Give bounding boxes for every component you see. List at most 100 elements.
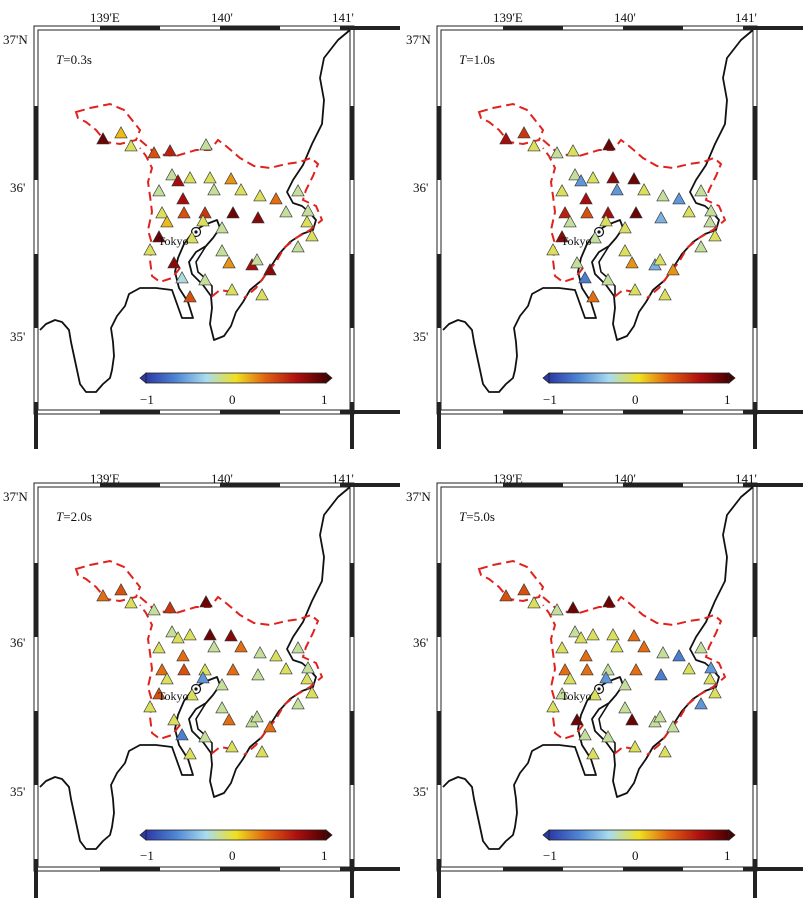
station-triangle <box>527 596 541 609</box>
station-triangle <box>566 601 580 614</box>
lon-label-140: 140' <box>614 471 636 486</box>
station-triangle <box>155 206 169 219</box>
station-triangle <box>160 672 174 685</box>
period-value: =5.0s <box>466 509 495 524</box>
station-triangle <box>255 288 269 301</box>
station-triangle <box>666 263 680 276</box>
station-triangle <box>269 192 283 205</box>
frame-tick-left <box>437 106 441 180</box>
station-triangle <box>550 603 564 616</box>
station-triangle <box>610 640 624 653</box>
station-triangle <box>602 138 616 151</box>
station-triangle <box>143 700 157 713</box>
frame-tick-right <box>350 563 354 637</box>
coastline <box>442 29 754 393</box>
station-triangle <box>555 184 569 197</box>
map-frame-inner <box>37 29 351 411</box>
station-triangle <box>682 205 696 218</box>
frame-tick-left <box>437 402 441 449</box>
frame-tick-bottom <box>340 867 400 871</box>
station-triangle <box>586 171 600 184</box>
station-triangle <box>625 256 639 269</box>
station-triangle <box>196 214 210 227</box>
map-panel-t03: 139'E 140' 141' 37'N 36' 35' T=0.3s Toky… <box>0 0 403 449</box>
station-triangle <box>708 686 722 699</box>
station-triangle <box>222 713 236 726</box>
station-triangle <box>207 183 221 196</box>
station-triangle <box>291 184 305 197</box>
frame-tick-right <box>350 859 354 898</box>
station-triangle <box>171 631 185 644</box>
station-triangle <box>250 710 264 723</box>
station-triangle <box>291 240 305 253</box>
frame-tick-left <box>34 859 38 898</box>
frame-tick-right <box>350 402 354 449</box>
frame-tick-bottom <box>340 410 400 414</box>
tokyo-marker-dot <box>194 230 198 234</box>
station-triangle <box>147 146 161 159</box>
colorbar-tick-min: −1 <box>543 392 557 407</box>
period-var: T <box>56 52 64 67</box>
lon-label-140: 140' <box>211 471 233 486</box>
station-triangle <box>163 144 177 157</box>
study-area-boundary <box>74 102 324 299</box>
station-triangle <box>625 713 639 726</box>
station-triangle <box>601 273 615 286</box>
lat-label-35: 35' <box>413 784 429 799</box>
station-triangle <box>558 663 572 676</box>
frame-tick-left <box>34 711 38 785</box>
frame-tick-top <box>100 26 160 30</box>
station-triangle <box>163 601 177 614</box>
colorbar-arrow-right <box>728 829 736 841</box>
colorbar-tick-max: 1 <box>724 848 731 863</box>
station-triangle <box>637 640 651 653</box>
station-triangle <box>160 215 174 228</box>
station-triangle <box>114 583 128 596</box>
tokyo-marker-dot <box>597 687 601 691</box>
station-triangle <box>637 183 651 196</box>
lon-label-141: 141' <box>735 471 757 486</box>
station-triangle <box>546 700 560 713</box>
station-triangle <box>183 628 197 641</box>
station-triangle <box>563 672 577 685</box>
map-layer <box>436 482 803 898</box>
station-triangle <box>177 206 191 219</box>
station-triangle <box>627 629 641 642</box>
frame-tick-bottom <box>220 867 280 871</box>
station-triangle <box>704 204 718 217</box>
map-frame-outer <box>33 25 355 415</box>
frame-tick-right <box>753 402 757 449</box>
study-area-boundary <box>74 559 324 756</box>
station-triangle <box>574 631 588 644</box>
station-triangle <box>199 595 213 608</box>
frame-tick-top <box>340 483 400 487</box>
colorbar <box>548 829 730 841</box>
period-label: T=5.0s <box>459 509 495 525</box>
station-triangle <box>279 662 293 675</box>
station-triangle <box>224 629 238 642</box>
station-triangle <box>618 678 632 691</box>
station-triangle <box>606 171 620 184</box>
colorbar-arrow-left <box>542 372 550 384</box>
colorbar-arrow-right <box>325 372 333 384</box>
station-triangle <box>198 206 212 219</box>
frame-tick-top <box>503 483 563 487</box>
lat-label-37: 37'N <box>406 32 431 47</box>
frame-tick-bottom <box>743 410 803 414</box>
station-triangle <box>658 745 672 758</box>
station-triangle <box>588 688 602 701</box>
station-triangle <box>152 230 166 243</box>
station-triangle <box>175 728 189 741</box>
station-triangle <box>263 720 277 733</box>
frame-tick-top <box>340 26 400 30</box>
frame-tick-right <box>753 106 757 180</box>
station-triangle <box>627 172 641 185</box>
station-triangle <box>143 243 157 256</box>
lat-label-35: 35' <box>413 329 429 344</box>
station-triangle <box>171 174 185 187</box>
period-value: =1.0s <box>466 52 495 67</box>
lat-label-35: 35' <box>10 329 26 344</box>
station-triangle <box>580 663 594 676</box>
station-triangle <box>183 747 197 760</box>
station-triangle <box>578 728 592 741</box>
